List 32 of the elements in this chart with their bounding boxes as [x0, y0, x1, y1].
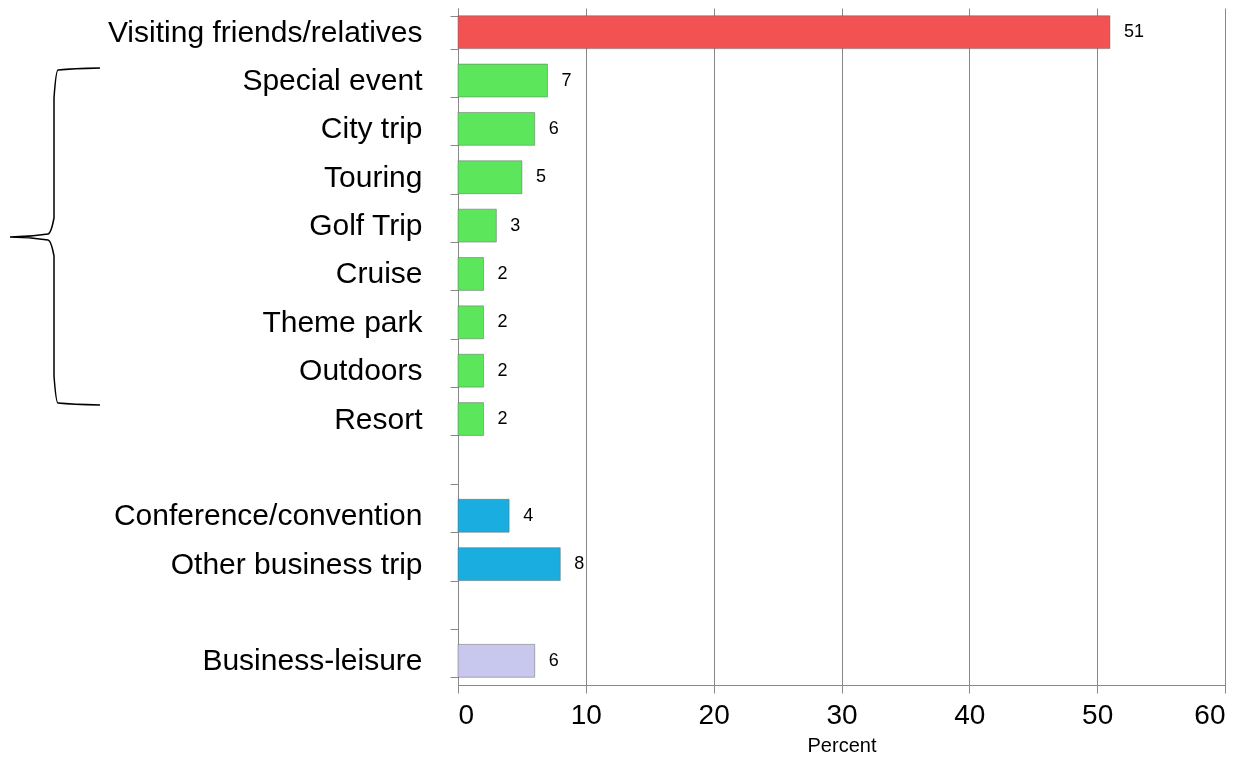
y-tick-label: Other business trip: [170, 546, 423, 580]
y-tick-label: Touring: [324, 159, 423, 193]
y-tick-label: Outdoors: [299, 353, 423, 387]
y-tick-label: Business-leisure: [202, 643, 423, 677]
data-label: 6: [548, 649, 559, 670]
y-tick-label: Conference/convention: [113, 498, 423, 532]
data-label: 4: [523, 504, 534, 525]
x-tick-label: 50: [1082, 698, 1114, 730]
x-tick-label: 20: [698, 698, 730, 730]
x-tick-label: 0: [458, 698, 475, 730]
y-tick-label: Golf Trip: [309, 208, 423, 242]
data-label: 51: [1123, 21, 1144, 42]
data-label: 7: [561, 69, 572, 90]
data-label: 8: [574, 553, 585, 574]
data-label: 5: [535, 166, 546, 187]
data-label: 2: [497, 359, 508, 380]
y-tick-label: Visiting friends/relatives: [107, 14, 423, 48]
x-tick-label: 30: [826, 698, 858, 730]
y-tick-label: Special event: [242, 63, 424, 97]
data-label: 6: [548, 117, 559, 138]
x-tick-label: 10: [570, 698, 602, 730]
x-tick-label: 40: [954, 698, 986, 730]
data-label: 3: [510, 214, 521, 235]
y-tick-label: Theme park: [262, 304, 424, 338]
data-label: 2: [497, 262, 508, 283]
x-axis-title: Percent: [807, 733, 877, 756]
y-tick-label: Resort: [334, 401, 424, 435]
data-label: 2: [497, 311, 508, 332]
x-tick-label: 60: [1194, 698, 1226, 730]
y-tick-label: City trip: [320, 111, 423, 145]
y-tick-label: Cruise: [335, 256, 423, 290]
data-label: 2: [497, 408, 508, 429]
